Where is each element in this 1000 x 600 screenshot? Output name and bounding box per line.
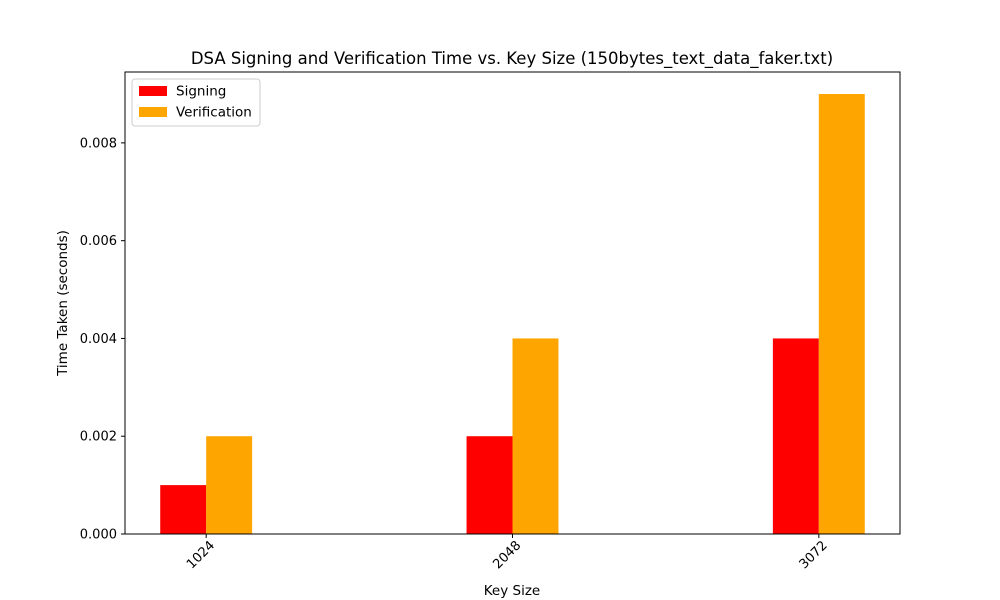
y-tick-label: 0.004 bbox=[80, 332, 117, 347]
y-tick-label: 0.008 bbox=[80, 136, 117, 151]
chart-title: DSA Signing and Verification Time vs. Ke… bbox=[191, 49, 833, 69]
y-tick-label: 0.000 bbox=[80, 528, 117, 543]
x-axis-label: Key Size bbox=[484, 583, 540, 599]
bar-verification-3072 bbox=[818, 94, 865, 534]
legend-label-verification: Verification bbox=[176, 105, 252, 121]
bar-signing-1024 bbox=[160, 485, 207, 534]
legend-swatch-verification bbox=[139, 107, 167, 117]
y-tick-label: 0.002 bbox=[80, 430, 117, 445]
bar-verification-2048 bbox=[512, 338, 559, 534]
bar-verification-1024 bbox=[206, 436, 253, 534]
bar-signing-3072 bbox=[772, 338, 819, 534]
legend: Signing Verification bbox=[131, 78, 261, 127]
y-tick-label: 0.006 bbox=[80, 234, 117, 249]
legend-label-signing: Signing bbox=[176, 84, 226, 100]
bar-signing-2048 bbox=[466, 436, 513, 534]
legend-swatch-signing bbox=[139, 86, 167, 96]
y-axis-label: Time Taken (seconds) bbox=[55, 230, 71, 377]
